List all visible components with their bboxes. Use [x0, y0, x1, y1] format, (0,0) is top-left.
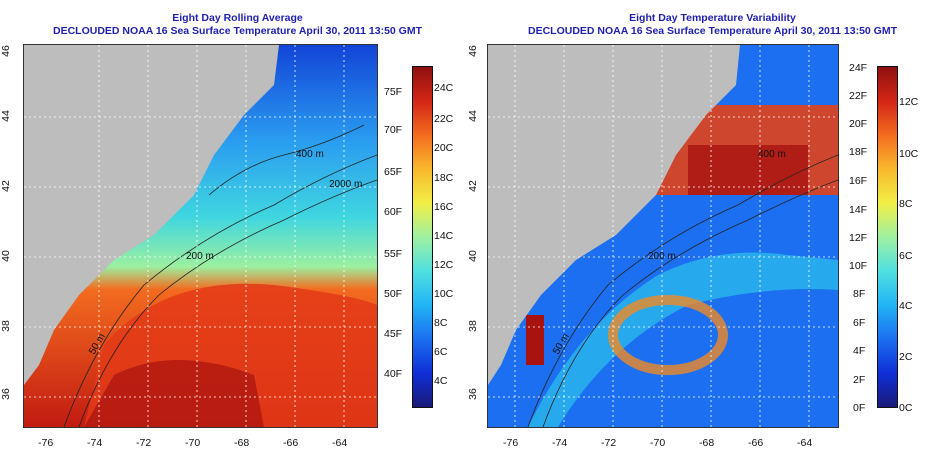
left-cbar-c-24: 24C: [434, 82, 454, 94]
left-title-line1: Eight Day Rolling Average: [172, 12, 303, 24]
left-map: 200 m 50 m 400 m 2000 m: [23, 44, 378, 428]
right-cbar-f-20: 20F: [849, 118, 868, 130]
lon-label--66: -66: [283, 437, 299, 449]
left-panel: Eight Day Rolling Average DECLOUDED NOAA…: [0, 12, 475, 449]
right-title-line2: DECLOUDED NOAA 16 Sea Surface Temperatur…: [528, 25, 897, 37]
contour-label-400: 400 m: [758, 149, 786, 160]
contour-label-200: 200 m: [186, 251, 214, 262]
right-panel: Eight Day Temperature Variability DECLOU…: [467, 0, 950, 475]
grid: [24, 45, 377, 427]
land: [24, 45, 279, 385]
contour-label-200: 200 m: [648, 251, 676, 262]
right-cbar-f-2: 2F: [853, 374, 866, 386]
left-cbar-c-18: 18C: [434, 172, 454, 184]
right-cbar-c-12: 12C: [899, 96, 919, 108]
left-cbar-c-22: 22C: [434, 113, 454, 125]
lon-label--66: -66: [748, 437, 764, 449]
left-cbar-f-40: 40F: [384, 368, 403, 380]
contour-label-400: 400 m: [296, 149, 324, 160]
left-cbar-f-45: 45F: [384, 328, 403, 340]
left-cbar-f-50: 50F: [384, 288, 403, 300]
lat-label-42: 42: [0, 180, 12, 192]
left-cbar-c-14: 14C: [434, 230, 454, 242]
lon-label--64: -64: [332, 437, 348, 449]
lon-label--74: -74: [552, 437, 568, 449]
variability-patch: [688, 145, 808, 195]
left-cbar-f-65: 65F: [384, 166, 403, 178]
contour-line: [542, 179, 838, 427]
right-cbar-f-14: 14F: [849, 204, 868, 216]
left-title: Eight Day Rolling Average DECLOUDED NOAA…: [0, 12, 475, 38]
left-cbar-c-6: 6C: [434, 346, 448, 358]
left-cbar-f-55: 55F: [384, 248, 403, 260]
contour-line: [78, 179, 377, 427]
left-cbar-f-75: 75F: [384, 86, 403, 98]
right-cbar-f-24: 24F: [849, 62, 868, 74]
right-cbar-f-10: 10F: [849, 260, 868, 272]
variability-band: [528, 252, 838, 427]
contour-line: [63, 154, 377, 427]
left-cbar-c-4: 4C: [434, 375, 448, 387]
left-cbar-c-10: 10C: [434, 288, 454, 300]
right-cbar-c-2: 2C: [899, 351, 913, 363]
right-cbar-f-0: 0F: [853, 402, 866, 414]
lon-label--70: -70: [185, 437, 201, 449]
variability-patch: [526, 315, 544, 365]
left-title-line2: DECLOUDED NOAA 16 Sea Surface Temperatur…: [53, 25, 422, 37]
right-cbar-f-8: 8F: [853, 288, 866, 300]
right-cbar-c-8: 8C: [899, 198, 913, 210]
land: [488, 45, 740, 385]
lon-label--64: -64: [797, 437, 813, 449]
left-cbar-f-70: 70F: [384, 124, 403, 136]
lat-label-38: 38: [0, 320, 12, 332]
lon-label--76: -76: [503, 437, 519, 449]
lat-label-44: 44: [0, 110, 12, 122]
lon-label--72: -72: [136, 437, 152, 449]
lat-label-40: 40: [0, 250, 12, 262]
right-title: Eight Day Temperature Variability DECLOU…: [475, 12, 950, 38]
lat-label-36: 36: [466, 388, 479, 400]
left-cbar-c-8: 8C: [434, 317, 448, 329]
left-colorbar: [412, 66, 433, 408]
lon-label--68: -68: [234, 437, 250, 449]
right-cbar-f-18: 18F: [849, 146, 868, 158]
left-cbar-c-20: 20C: [434, 142, 454, 154]
right-map: 200 m 50 m 400 m: [487, 44, 839, 428]
left-cbar-c-16: 16C: [434, 201, 454, 213]
lat-label-40: 40: [466, 250, 479, 262]
right-cbar-f-16: 16F: [849, 175, 868, 187]
lon-label--70: -70: [650, 437, 666, 449]
lat-label-46: 46: [466, 45, 479, 57]
warm-core-dark: [84, 360, 264, 427]
contour-line: [208, 124, 365, 196]
right-colorbar: [877, 66, 898, 408]
left-cbar-f-60: 60F: [384, 206, 403, 218]
lat-label-38: 38: [466, 320, 479, 332]
lon-label--74: -74: [87, 437, 103, 449]
right-cbar-f-12: 12F: [849, 232, 868, 244]
right-cbar-c-6: 6C: [899, 250, 913, 262]
right-cbar-f-22: 22F: [849, 90, 868, 102]
lon-label--76: -76: [38, 437, 54, 449]
right-cbar-c-4: 4C: [899, 300, 913, 312]
lon-label--68: -68: [699, 437, 715, 449]
contour-label-2000: 2000 m: [329, 179, 362, 190]
lon-label--72: -72: [601, 437, 617, 449]
lat-label-36: 36: [0, 388, 12, 400]
right-cbar-f-4: 4F: [853, 345, 866, 357]
grid: [488, 45, 838, 427]
contour-line: [527, 154, 838, 427]
right-cbar-c-0: 0C: [899, 402, 913, 414]
lat-label-44: 44: [466, 110, 479, 122]
lat-label-42: 42: [466, 180, 479, 192]
left-cbar-c-12: 12C: [434, 259, 454, 271]
lat-label-46: 46: [0, 45, 12, 57]
right-title-line1: Eight Day Temperature Variability: [629, 12, 796, 24]
right-cbar-f-6: 6F: [853, 317, 866, 329]
right-cbar-c-10: 10C: [899, 148, 919, 160]
